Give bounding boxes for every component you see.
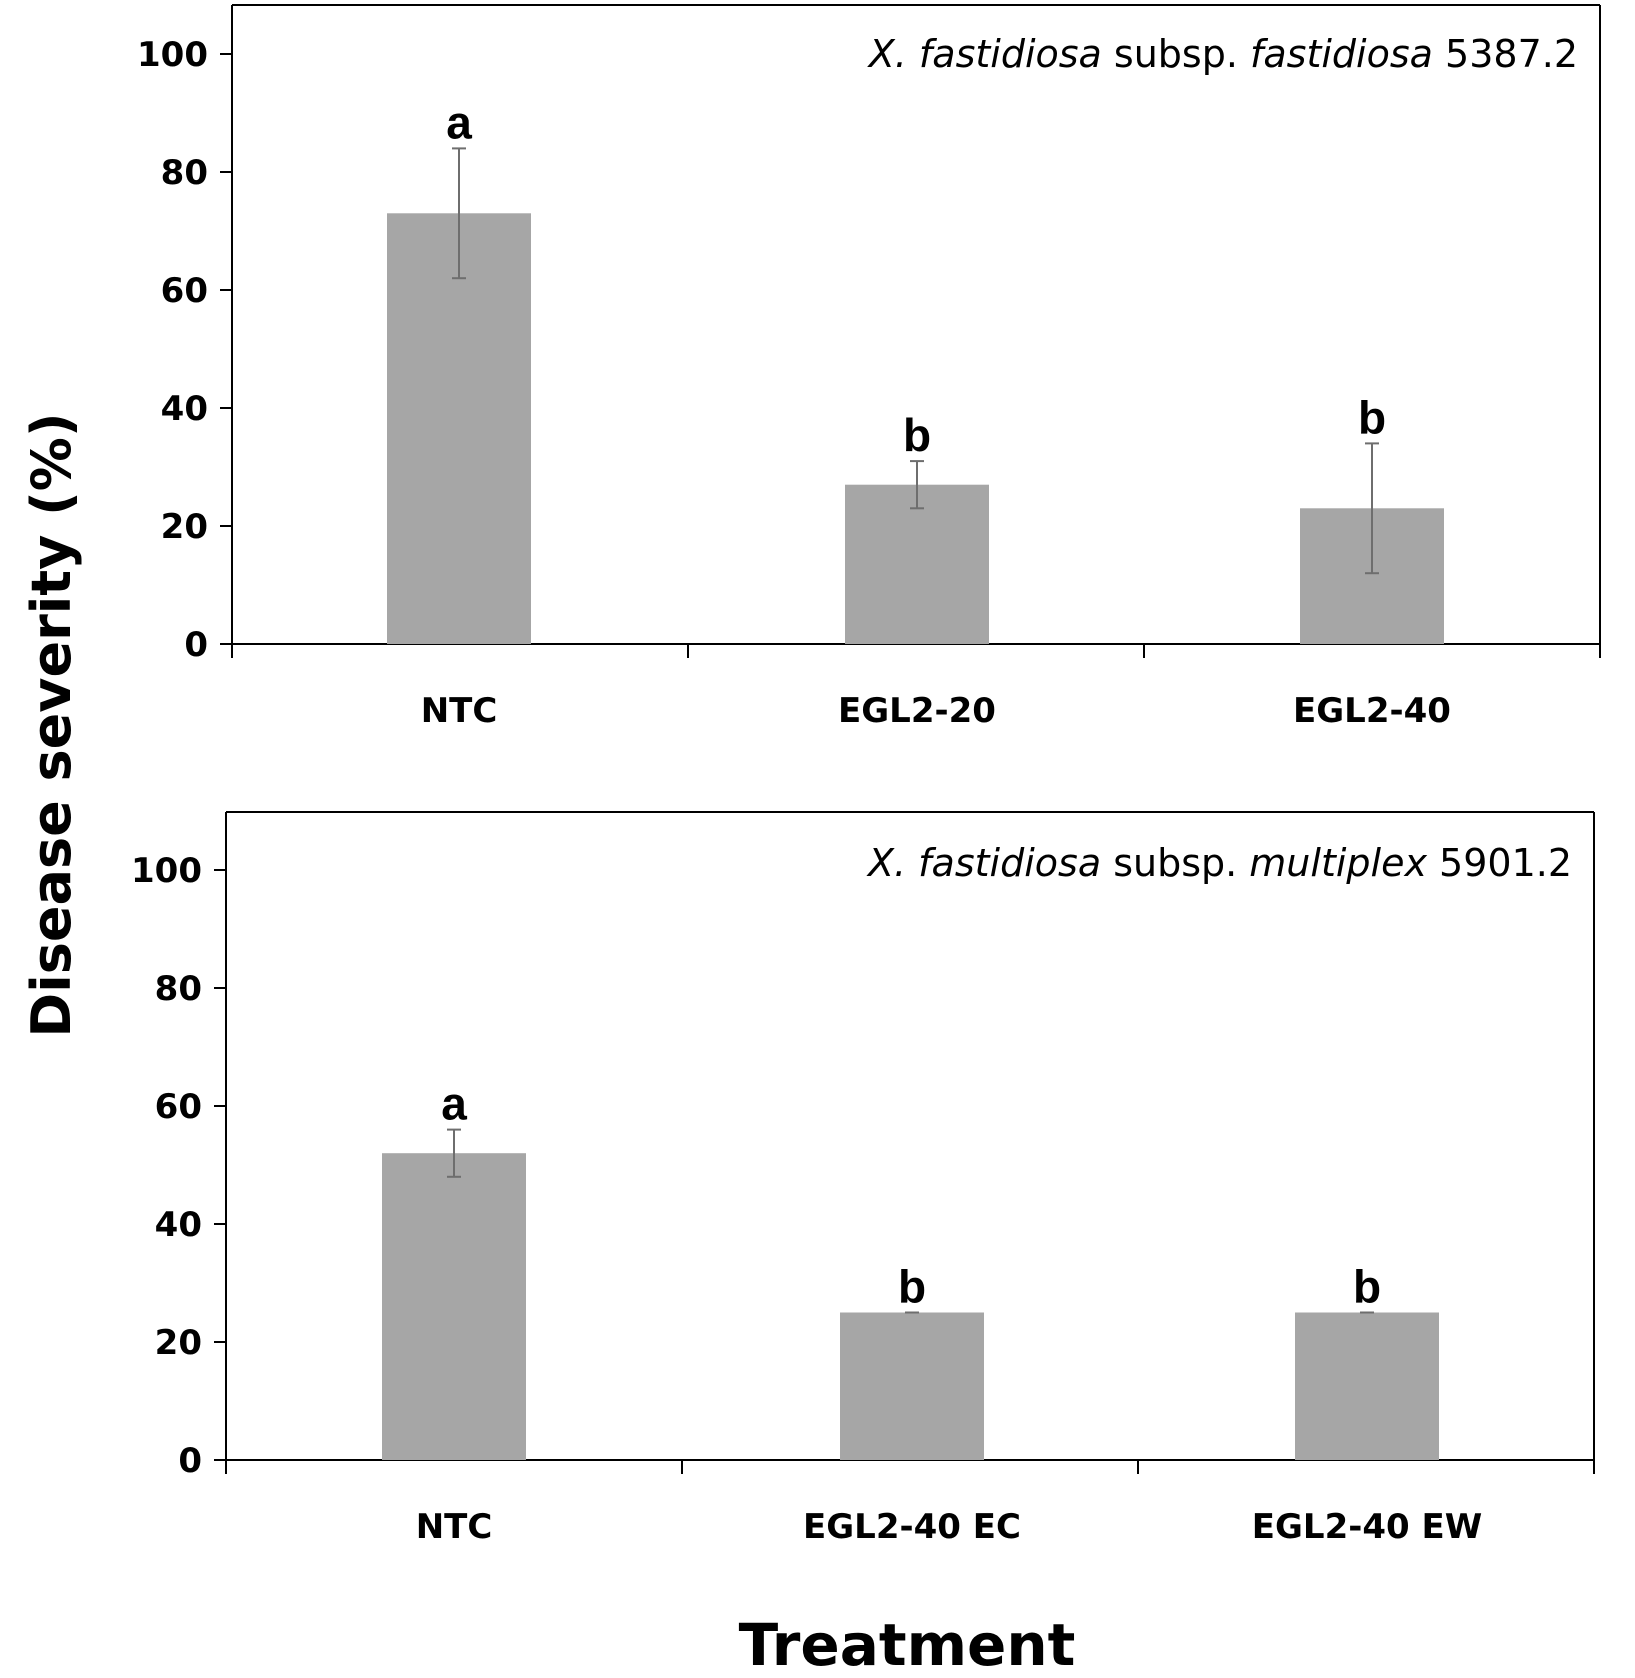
bar xyxy=(1295,1312,1439,1460)
significance-letter: b xyxy=(1353,1261,1381,1313)
y-tick-label: 20 xyxy=(155,1323,202,1363)
y-tick-label: 0 xyxy=(178,1441,202,1481)
top-panel: 0 20 40 60 80 100 a NTC b EGL2-20 b EGL2-40 X. fasti… xyxy=(137,4,1601,731)
category-label: EGL2-20 xyxy=(838,691,996,731)
y-tick-label: 0 xyxy=(184,625,208,665)
panel-title-part: 5387.2 xyxy=(1433,32,1578,76)
panel-title-part: X. fastidiosa xyxy=(866,841,1101,885)
y-tick-label: 20 xyxy=(161,507,208,547)
panel-title-part: subsp. xyxy=(1102,32,1250,76)
y-tick-label: 60 xyxy=(161,271,208,311)
significance-letter: b xyxy=(898,1261,926,1313)
panel-title-part: multiplex xyxy=(1249,841,1427,885)
y-tick-label: 100 xyxy=(131,851,202,891)
category-label: NTC xyxy=(416,1507,493,1547)
y-tick-label: 40 xyxy=(161,389,208,429)
y-tick-label: 80 xyxy=(161,153,208,193)
panel-title: X. fastidiosa subsp. multiplex 5901.2 xyxy=(866,841,1572,885)
category-label: EGL2-40 xyxy=(1293,691,1451,731)
x-axis-label: Treatment xyxy=(739,1611,1076,1678)
category-label: EGL2-40 EW xyxy=(1252,1507,1482,1547)
y-axis-label: Disease severity (%) xyxy=(20,412,83,1037)
panel-title-part: fastidiosa xyxy=(1250,32,1433,76)
panel-title-part: X. fastidiosa xyxy=(867,32,1102,76)
bottom-panel: 0 20 40 60 80 100 a NTC b EGL2-40 EC b EGL2-40 EW X.… xyxy=(131,811,1595,1547)
bar xyxy=(845,484,989,644)
significance-letter: b xyxy=(903,409,931,461)
category-label: EGL2-40 EC xyxy=(803,1507,1021,1547)
bar xyxy=(387,213,531,645)
significance-letter: a xyxy=(446,96,472,148)
bar xyxy=(382,1153,526,1460)
y-tick-label: 80 xyxy=(155,969,202,1009)
panel-title-part: 5901.2 xyxy=(1427,841,1572,885)
significance-letter: a xyxy=(441,1078,467,1130)
panel-title: X. fastidiosa subsp. fastidiosa 5387.2 xyxy=(867,32,1578,76)
y-tick-label: 60 xyxy=(155,1087,202,1127)
panel-title-part: subsp. xyxy=(1101,841,1249,885)
y-tick-label: 40 xyxy=(155,1205,202,1245)
category-label: NTC xyxy=(421,691,498,731)
y-tick-label: 100 xyxy=(137,35,208,75)
significance-letter: b xyxy=(1358,391,1386,443)
bar xyxy=(840,1312,984,1460)
